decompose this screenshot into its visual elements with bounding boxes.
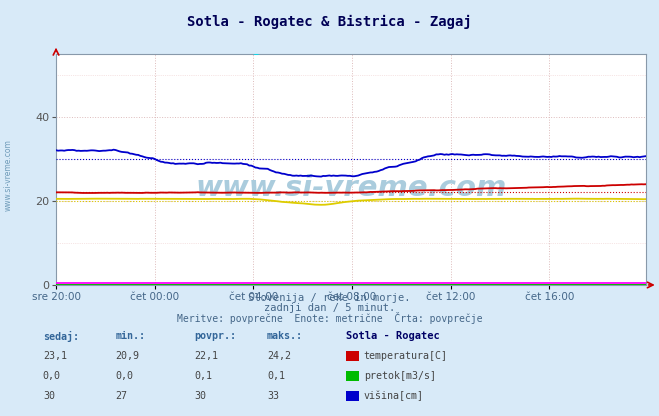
Text: 27: 27 xyxy=(115,391,127,401)
Text: pretok[m3/s]: pretok[m3/s] xyxy=(364,371,436,381)
Text: 33: 33 xyxy=(267,391,279,401)
Text: 0,0: 0,0 xyxy=(43,371,61,381)
Text: 30: 30 xyxy=(43,391,55,401)
Text: 0,1: 0,1 xyxy=(194,371,212,381)
Text: min.:: min.: xyxy=(115,331,146,341)
Text: 23,1: 23,1 xyxy=(43,351,67,361)
Text: zadnji dan / 5 minut.: zadnji dan / 5 minut. xyxy=(264,303,395,313)
Text: višina[cm]: višina[cm] xyxy=(364,391,424,401)
Text: 20,9: 20,9 xyxy=(115,351,139,361)
Text: Sotla - Rogatec: Sotla - Rogatec xyxy=(346,331,440,341)
Text: www.si-vreme.com: www.si-vreme.com xyxy=(4,139,13,210)
Text: Meritve: povprečne  Enote: metrične  Črta: povprečje: Meritve: povprečne Enote: metrične Črta:… xyxy=(177,312,482,324)
Text: 0,1: 0,1 xyxy=(267,371,285,381)
Text: 22,1: 22,1 xyxy=(194,351,218,361)
Text: maks.:: maks.: xyxy=(267,331,303,341)
Text: Slovenija / reke in morje.: Slovenija / reke in morje. xyxy=(248,293,411,303)
Text: Sotla - Rogatec & Bistrica - Zagaj: Sotla - Rogatec & Bistrica - Zagaj xyxy=(187,15,472,29)
Text: sedaj:: sedaj: xyxy=(43,331,79,342)
Text: 24,2: 24,2 xyxy=(267,351,291,361)
Text: temperatura[C]: temperatura[C] xyxy=(364,351,447,361)
Text: povpr.:: povpr.: xyxy=(194,331,237,341)
Text: www.si-vreme.com: www.si-vreme.com xyxy=(195,174,507,202)
Text: 0,0: 0,0 xyxy=(115,371,133,381)
Text: 30: 30 xyxy=(194,391,206,401)
